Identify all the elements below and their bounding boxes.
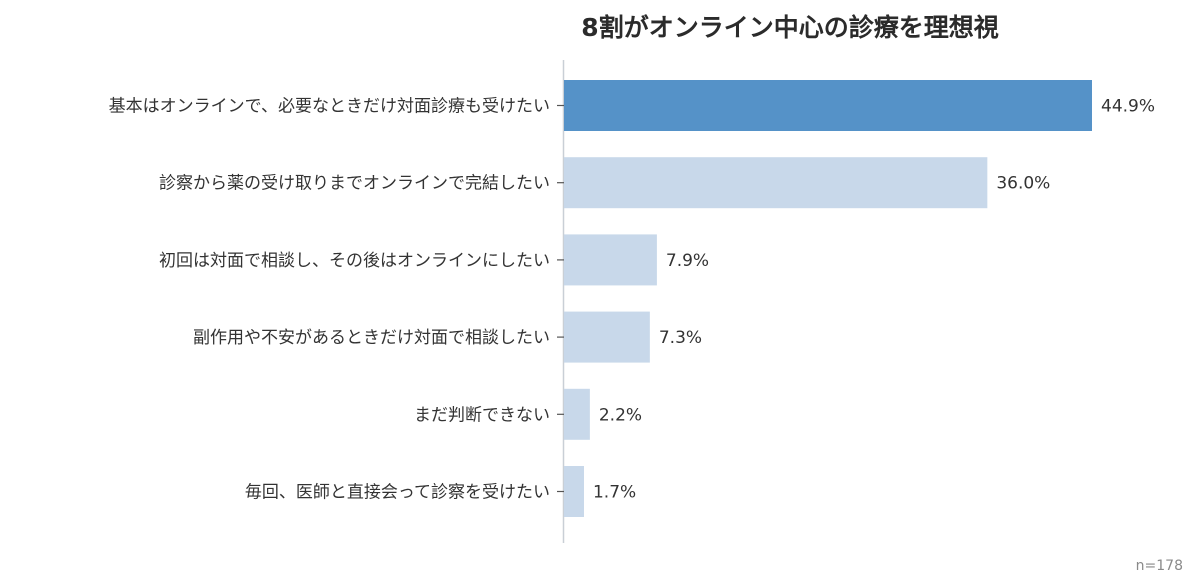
chart-title: 8割がオンライン中心の診療を理想視 [581,13,998,42]
category-label: 診察から薬の受け取りまでオンラインで完結したい [159,174,550,194]
value-label: 36.0% [996,174,1050,194]
bar [564,80,1092,131]
bar [564,388,590,440]
value-label: 44.9% [1101,97,1155,117]
value-label: 7.9% [666,251,709,271]
category-label: 毎回、医師と直接会って診察を受けたい [245,483,550,503]
value-label: 1.7% [593,483,636,503]
category-label: 初回は対面で相談し、その後はオンラインにしたい [159,251,550,271]
category-label: 副作用や不安があるときだけ対面で相談したい [193,328,550,348]
bar [564,157,988,209]
value-label: 7.3% [659,328,702,348]
bar [564,311,650,363]
bar [564,234,657,286]
value-label: 2.2% [599,405,642,425]
category-label: 基本はオンラインで、必要なときだけ対面診療も受けたい [109,97,550,117]
category-label: まだ判断できない [414,405,550,425]
bars-group: 基本はオンラインで、必要なときだけ対面診療も受けたい 44.9% 診察から薬の受け取… [109,80,1155,517]
sample-size-note: n=178 [1136,558,1183,574]
bar [564,466,584,517]
